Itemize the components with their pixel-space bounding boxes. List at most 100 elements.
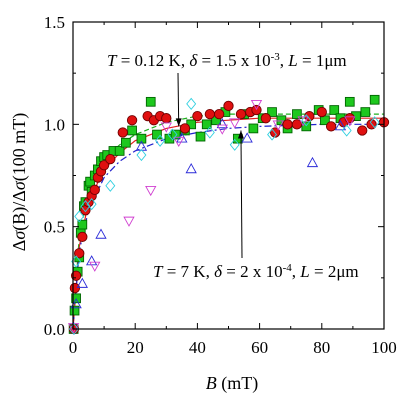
annotation-arrow (177, 72, 180, 127)
data-point (204, 126, 215, 139)
data-point (145, 96, 156, 107)
data-point (360, 107, 371, 117)
data-point (127, 125, 137, 136)
fit-line (72, 123, 384, 330)
data-point (325, 121, 337, 132)
data-point (267, 107, 277, 117)
data-point (214, 108, 225, 120)
data-point (329, 105, 340, 115)
data-point (173, 136, 185, 148)
data-point (167, 128, 178, 141)
data-point (105, 179, 116, 192)
x-axis-unit: (mT) (217, 373, 258, 394)
data-point (301, 114, 312, 127)
data-point (272, 120, 284, 131)
annotation-bottom: T = 7 K, δ = 2 x 10-4, L = 2μm (153, 262, 359, 281)
data-point (341, 124, 352, 137)
data-point (123, 216, 135, 227)
data-point (77, 231, 88, 243)
data-point (344, 113, 355, 124)
data-point (185, 163, 197, 174)
data-point (344, 116, 356, 127)
data-point (267, 128, 278, 141)
data-point (369, 116, 380, 129)
data-point (74, 248, 85, 259)
data-point (292, 109, 302, 119)
data-point (126, 115, 138, 126)
data-point (95, 228, 107, 239)
data-point (85, 255, 98, 266)
x-axis-var: B (206, 373, 217, 393)
data-point (192, 110, 203, 122)
data-point (229, 138, 240, 151)
data-point (301, 121, 312, 132)
data-point (179, 123, 191, 134)
data-point (114, 146, 125, 156)
data-point (282, 119, 293, 130)
data-point (89, 261, 101, 272)
tick-labels: 0 20 40 60 80 100 0.0 0.5 1.0 1.5 (44, 13, 397, 357)
data-point (306, 156, 319, 168)
data-point (68, 322, 79, 336)
x-tick-label: 0 (69, 338, 78, 357)
data-point (229, 118, 241, 129)
data-point (248, 123, 259, 134)
y-tick-label: 1.5 (44, 13, 65, 32)
data-point (136, 133, 147, 144)
x-tick-label: 100 (371, 338, 397, 357)
data-point (74, 210, 85, 223)
data-point (145, 185, 157, 197)
annotation-arrow (240, 130, 243, 259)
data-point (77, 219, 88, 230)
data-point (105, 153, 116, 165)
x-tick-label: 80 (313, 338, 330, 357)
data-point (186, 97, 197, 110)
data-point (216, 124, 228, 135)
data-point (117, 127, 128, 138)
data-point (161, 113, 172, 124)
data-point (86, 198, 97, 211)
data-point (369, 94, 380, 105)
data-point (160, 122, 172, 133)
data-point (204, 108, 215, 120)
x-tick-label: 40 (189, 338, 206, 357)
data-point (170, 129, 181, 140)
data-point (334, 120, 347, 131)
data-point (357, 125, 368, 136)
annotations: T = 0.12 K, δ = 1.5 x 10-3, L = 1μm T = 7… (107, 51, 359, 281)
x-tick-label: 20 (127, 338, 144, 357)
data-point (250, 100, 263, 111)
data-point (69, 282, 81, 294)
data-point (291, 119, 303, 130)
data-point (241, 132, 253, 143)
data-point (89, 184, 100, 195)
data-point (195, 131, 206, 142)
x-tick-label: 60 (251, 338, 268, 357)
data-point (316, 106, 327, 118)
data-point (201, 119, 212, 130)
data-point (136, 148, 147, 162)
data-point (80, 200, 91, 213)
data-point (260, 113, 271, 124)
annotation-top: T = 0.12 K, δ = 1.5 x 10-3, L = 1μm (107, 51, 347, 70)
arrowhead (175, 118, 182, 127)
data-point (304, 110, 315, 122)
data-point (344, 96, 355, 107)
data-point (235, 108, 247, 120)
data-point (216, 118, 228, 129)
data-point (121, 137, 131, 148)
data-point (152, 129, 162, 140)
y-tick-label: 0.0 (44, 320, 65, 339)
y-axis-title: Δσ(B)/Δσ(100 mT) (9, 113, 30, 251)
data-point (69, 305, 80, 316)
y-tick-label: 1.0 (44, 115, 65, 134)
data-point (155, 134, 166, 147)
axis-ticks (72, 21, 385, 330)
data-point (223, 100, 234, 112)
data-point (76, 277, 88, 288)
data-point (297, 116, 309, 127)
arrowhead (237, 130, 244, 139)
y-tick-label: 0.5 (44, 218, 65, 237)
data-point (70, 298, 82, 309)
